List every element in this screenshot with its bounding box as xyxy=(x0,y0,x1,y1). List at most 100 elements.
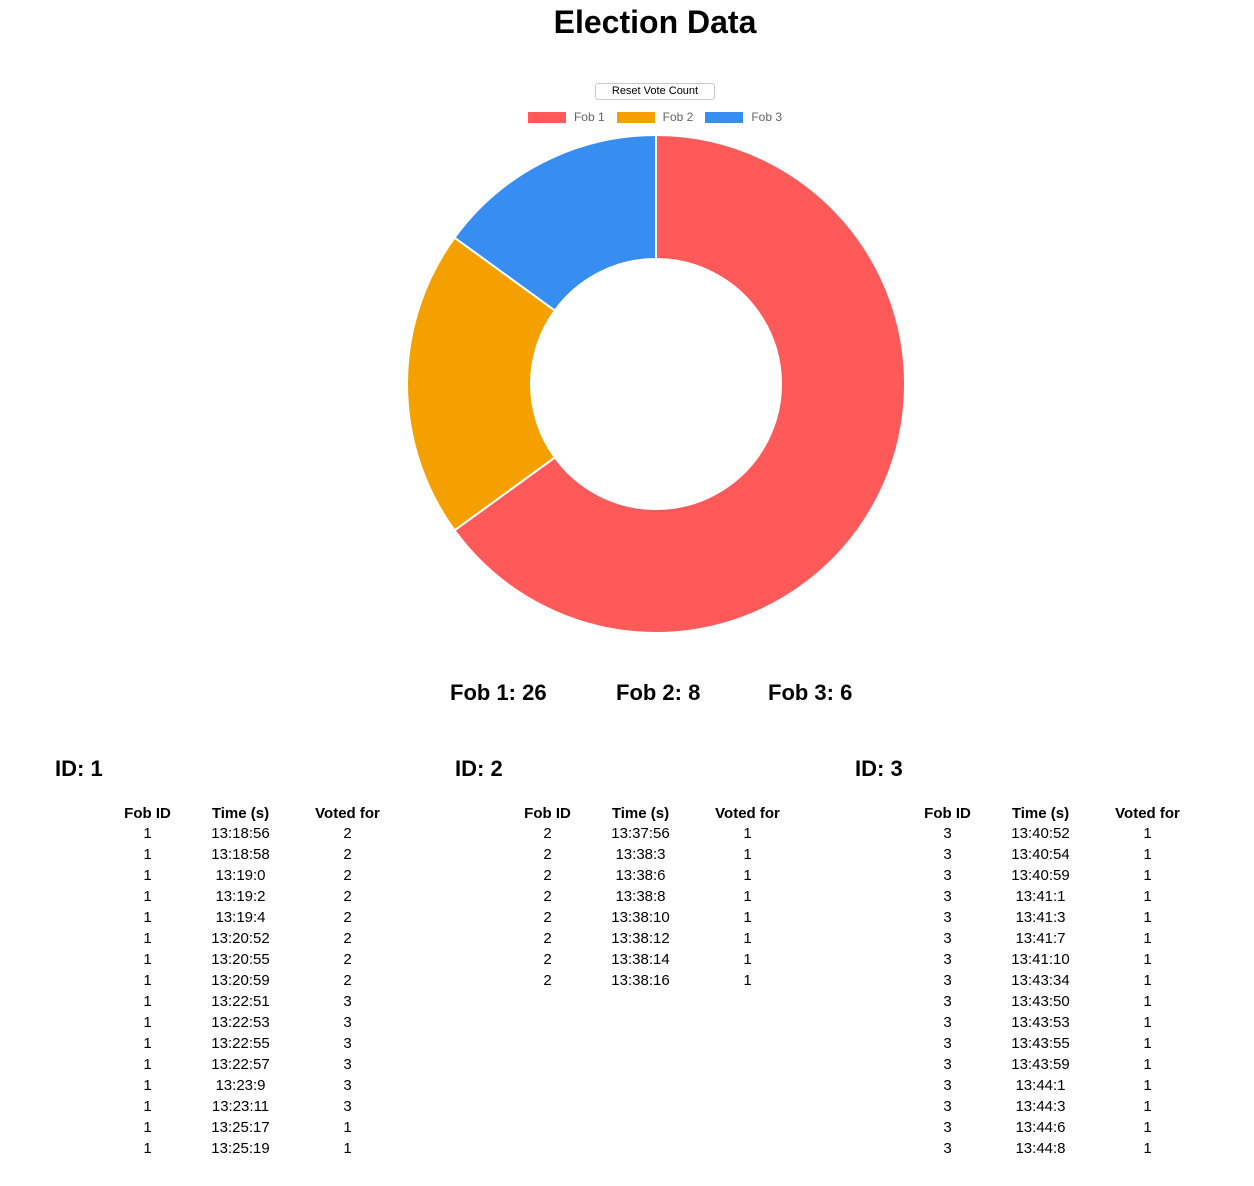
cell-voted-for: 3 xyxy=(343,1077,352,1094)
chart-legend: Fob 1 Fob 2 Fob 3 xyxy=(0,110,1254,124)
cell-fob-id: 2 xyxy=(543,951,552,968)
cell-voted-for: 3 xyxy=(343,1035,352,1052)
table-row: 1 13:25:19 1 xyxy=(101,1138,408,1159)
votes-table-id-1: Fob ID Time (s) Voted for 1 13:18:56 2 1 13:… xyxy=(101,803,408,1159)
table-header-row: Fob ID Time (s) Voted for xyxy=(901,803,1208,823)
cell-voted-for: 2 xyxy=(343,825,352,842)
column-header-fob-id: Fob ID xyxy=(124,804,171,822)
legend-item-fob-3[interactable]: Fob 3 xyxy=(705,110,782,124)
cell-time: 13:40:59 xyxy=(1011,867,1070,884)
cell-fob-id: 3 xyxy=(943,1014,952,1031)
section-id-2: ID: 2 Fob ID Time (s) Voted for 2 13:37:5… xyxy=(455,756,855,989)
doughnut-chart xyxy=(406,133,906,634)
cell-fob-id: 1 xyxy=(143,909,152,926)
cell-voted-for: 2 xyxy=(343,930,352,947)
cell-time: 13:22:55 xyxy=(211,1035,270,1052)
cell-time: 13:38:10 xyxy=(611,909,670,926)
total-fob-2: Fob 2: 8 xyxy=(616,680,701,705)
table-row: 1 13:22:55 3 xyxy=(101,1033,408,1054)
cell-voted-for: 1 xyxy=(1143,1098,1152,1115)
cell-fob-id: 1 xyxy=(143,930,152,947)
column-header-time: Time (s) xyxy=(611,804,670,822)
cell-voted-for: 1 xyxy=(1143,825,1152,842)
cell-voted-for: 3 xyxy=(343,1098,352,1115)
column-header-time: Time (s) xyxy=(1011,804,1070,822)
cell-time: 13:38:8 xyxy=(615,888,666,905)
cell-voted-for: 1 xyxy=(1143,867,1152,884)
slice-fob-3[interactable] xyxy=(453,133,657,312)
cell-voted-for: 2 xyxy=(343,867,352,884)
cell-fob-id: 1 xyxy=(143,888,152,905)
cell-voted-for: 1 xyxy=(743,888,752,905)
legend-swatch-fob-2 xyxy=(616,111,655,123)
cell-fob-id: 1 xyxy=(143,1140,152,1157)
reset-vote-count-button[interactable]: Reset Vote Count xyxy=(595,83,715,100)
slice-fob-2[interactable] xyxy=(406,236,557,532)
cell-time: 13:38:6 xyxy=(615,867,666,884)
cell-fob-id: 1 xyxy=(143,825,152,842)
cell-fob-id: 3 xyxy=(943,909,952,926)
table-row: 3 13:44:3 1 xyxy=(901,1096,1208,1117)
table-row: 2 13:38:3 1 xyxy=(501,844,808,865)
cell-time: 13:40:52 xyxy=(1011,825,1070,842)
legend-item-fob-1[interactable]: Fob 1 xyxy=(527,110,605,124)
cell-voted-for: 1 xyxy=(743,951,752,968)
cell-fob-id: 3 xyxy=(943,1056,952,1073)
cell-fob-id: 3 xyxy=(943,930,952,947)
total-fob-3: Fob 3: 6 xyxy=(768,680,853,705)
cell-voted-for: 2 xyxy=(343,951,352,968)
column-header-fob-id: Fob ID xyxy=(524,804,571,822)
cell-voted-for: 2 xyxy=(343,972,352,989)
cell-fob-id: 1 xyxy=(143,993,152,1010)
cell-time: 13:22:51 xyxy=(211,993,270,1010)
cell-time: 13:19:2 xyxy=(215,888,266,905)
table-row: 2 13:38:14 1 xyxy=(501,949,808,970)
cell-time: 13:43:34 xyxy=(1011,972,1070,989)
table-row: 1 13:18:56 2 xyxy=(101,823,408,844)
table-row: 3 13:41:1 1 xyxy=(901,886,1208,907)
legend-label-fob-2: Fob 2 xyxy=(662,110,694,124)
column-header-fob-id: Fob ID xyxy=(924,804,971,822)
table-row: 3 13:43:34 1 xyxy=(901,970,1208,991)
cell-time: 13:38:12 xyxy=(611,930,670,947)
column-header-voted-for: Voted for xyxy=(1115,804,1180,822)
cell-fob-id: 2 xyxy=(543,972,552,989)
table-header-row: Fob ID Time (s) Voted for xyxy=(501,803,808,823)
table-row: 3 13:41:7 1 xyxy=(901,928,1208,949)
table-row: 2 13:38:12 1 xyxy=(501,928,808,949)
votes-table-id-2: Fob ID Time (s) Voted for 2 13:37:56 1 2 13:… xyxy=(501,803,808,991)
cell-time: 13:19:0 xyxy=(215,867,266,884)
table-row: 3 13:43:59 1 xyxy=(901,1054,1208,1075)
table-row: 3 13:40:52 1 xyxy=(901,823,1208,844)
cell-voted-for: 1 xyxy=(1143,951,1152,968)
legend-item-fob-2[interactable]: Fob 2 xyxy=(616,110,694,124)
cell-voted-for: 1 xyxy=(1143,930,1152,947)
table-row: 1 13:23:11 3 xyxy=(101,1096,408,1117)
cell-voted-for: 1 xyxy=(1143,1014,1152,1031)
table-row: 2 13:37:56 1 xyxy=(501,823,808,844)
cell-fob-id: 3 xyxy=(943,867,952,884)
cell-time: 13:20:52 xyxy=(211,930,270,947)
section-id-1: ID: 1 Fob ID Time (s) Voted for 1 13:18:5… xyxy=(55,756,455,1157)
table-row: 1 13:19:0 2 xyxy=(101,865,408,886)
cell-voted-for: 2 xyxy=(343,909,352,926)
cell-fob-id: 1 xyxy=(143,846,152,863)
table-row: 1 13:25:17 1 xyxy=(101,1117,408,1138)
cell-voted-for: 2 xyxy=(343,888,352,905)
cell-time: 13:41:7 xyxy=(1015,930,1066,947)
cell-fob-id: 1 xyxy=(143,1119,152,1136)
cell-fob-id: 3 xyxy=(943,846,952,863)
cell-time: 13:41:1 xyxy=(1015,888,1066,905)
section-heading-id-2: ID: 2 xyxy=(455,756,503,781)
slice-fob-1[interactable] xyxy=(453,133,906,634)
table-row: 3 13:40:54 1 xyxy=(901,844,1208,865)
cell-voted-for: 1 xyxy=(1143,1035,1152,1052)
table-row: 3 13:44:1 1 xyxy=(901,1075,1208,1096)
cell-time: 13:41:10 xyxy=(1011,951,1070,968)
cell-time: 13:38:16 xyxy=(611,972,670,989)
cell-fob-id: 1 xyxy=(143,1056,152,1073)
section-heading-id-1: ID: 1 xyxy=(55,756,103,781)
table-row: 1 13:20:52 2 xyxy=(101,928,408,949)
cell-time: 13:43:50 xyxy=(1011,993,1070,1010)
cell-fob-id: 3 xyxy=(943,1035,952,1052)
